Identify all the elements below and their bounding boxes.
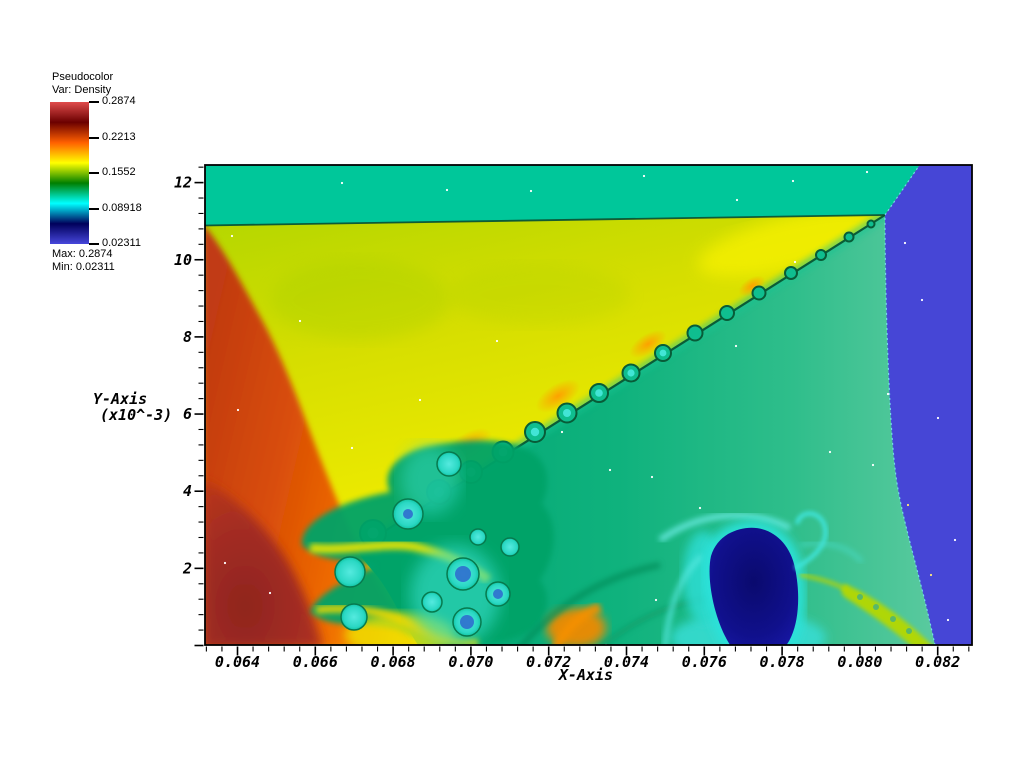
y-axis-tick-labels: 2 4 6 8 10 12 [174,174,192,578]
colorbar-tick-label: 0.1552 [102,166,136,178]
y-tick-label: 12 [174,174,192,192]
y-axis-title: Y-Axis (x10^-3) [93,391,172,423]
colorbar-tick-label: 0.02311 [102,237,141,249]
x-tick-label: 0.074 [604,653,649,671]
yellow-green-streak [799,573,933,645]
colorbar-tick [89,243,99,245]
colorbar-tick [89,101,99,103]
turbulent-mixing-zone [301,440,721,645]
x-axis-tick-labels: 0.064 0.066 0.068 0.070 0.072 0.074 0.076 0.078… [215,653,960,671]
density-field [205,165,972,645]
colorbar-tick-label: 0.2874 [102,95,136,107]
y-axis-title-line2: (x10^-3) [100,406,173,424]
x-axis-title: X-Axis [558,666,614,684]
plot-frame [204,164,973,646]
colorbar-tick [89,136,99,139]
y-tick-label: 8 [183,328,192,346]
region-indigo [885,165,972,645]
y-tick-label: 6 [183,405,192,423]
x-tick-label: 0.064 [215,653,260,671]
y-tick-label: 10 [174,251,192,269]
speckle-dots [223,170,957,645]
colorbar-tick [89,207,99,210]
y-axis-title-line1: Y-Axis [93,390,148,408]
x-tick-label: 0.066 [293,653,338,671]
region-dark-red-corner [205,481,323,645]
x-tick-label: 0.078 [760,653,805,671]
y-tick-label: 2 [182,559,192,577]
legend-var-label: Var: Density [52,84,112,96]
x-tick-label: 0.082 [915,653,960,671]
x-tick-label: 0.070 [448,653,493,671]
x-tick-label: 0.068 [371,653,416,671]
x-tick-label: 0.080 [837,653,882,671]
x-tick-label: 0.076 [682,653,727,671]
x-tick-label: 0.072 [526,653,571,671]
colorbar-tick [89,172,99,174]
legend-max-label: Max: 0.2874 [52,248,113,260]
legend: Pseudocolor Var: Density [52,71,113,97]
region-teal-band [205,165,920,226]
y-tick-label: 4 [183,482,192,500]
colorbar [50,102,89,244]
colorbar-tick-label: 0.2213 [102,130,136,143]
y-axis-ticks [194,166,204,647]
navy-low-density-blob [658,511,864,645]
legend-min-label: Min: 0.02311 [52,261,115,273]
x-axis-ticks [205,646,970,656]
colorbar-tick-label: 0.08918 [102,201,142,214]
legend-title: Pseudocolor [52,71,114,83]
